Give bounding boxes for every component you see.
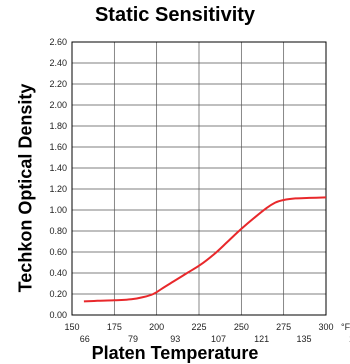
- x-tick-label-f: 275: [276, 322, 291, 332]
- y-tick-label: 1.00: [49, 205, 67, 215]
- y-tick-label: 0.00: [49, 310, 67, 320]
- y-tick-labels: 0.00 0.20 0.40 0.60 0.80 1.00 1.20 1.40 1.60 1.80…: [49, 37, 67, 320]
- x-unit-f: °F: [341, 322, 350, 332]
- x-tick-labels-fahrenheit: 150 175 200 225 250 275 300 °F: [64, 322, 350, 332]
- x-tick-label-c: 121: [254, 334, 269, 344]
- x-tick-label-f: 175: [107, 322, 122, 332]
- y-tick-label: 2.60: [49, 37, 67, 47]
- x-tick-label-c: 107: [211, 334, 226, 344]
- y-tick-label: 1.60: [49, 142, 67, 152]
- y-tick-label: 2.00: [49, 100, 67, 110]
- x-tick-label-c: 79: [128, 334, 138, 344]
- series-lines: [83, 196, 327, 303]
- x-tick-labels-celsius: 799310712113514966°C: [80, 334, 350, 344]
- x-tick-label-f: 150: [64, 322, 79, 332]
- y-tick-label: 1.40: [49, 163, 67, 173]
- y-tick-label: 0.40: [49, 268, 67, 278]
- x-axis-label: Platen Temperature: [91, 343, 259, 363]
- x-tick-label-c: 66: [80, 334, 90, 344]
- plot-frame: [71, 41, 327, 316]
- x-tick-label-f: 250: [234, 322, 249, 332]
- x-tick-label-f: 225: [191, 322, 206, 332]
- y-tick-label: 2.20: [49, 79, 67, 89]
- series-line: [83, 196, 327, 303]
- y-tick-label: 1.80: [49, 121, 67, 131]
- x-tick-label-c: 135: [296, 334, 311, 344]
- x-tick-label-c: 93: [170, 334, 180, 344]
- y-tick-label: 1.20: [49, 184, 67, 194]
- y-tick-label: 0.60: [49, 247, 67, 257]
- chart-title: Static Sensitivity: [94, 4, 256, 26]
- x-tick-label-f: 200: [149, 322, 164, 332]
- grid: [71, 41, 327, 316]
- x-tick-label-f: 300: [318, 322, 333, 332]
- y-tick-label: 2.40: [49, 58, 67, 68]
- y-tick-label: 0.20: [49, 289, 67, 299]
- y-tick-label: 0.80: [49, 226, 67, 236]
- x-tick-label-c: 149: [349, 334, 350, 344]
